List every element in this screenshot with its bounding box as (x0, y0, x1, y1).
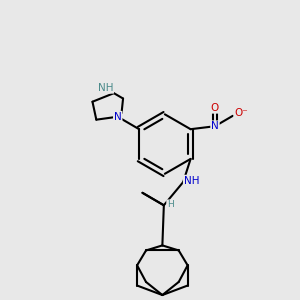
Text: H: H (167, 200, 174, 209)
Text: N: N (211, 121, 219, 131)
Text: NH: NH (184, 176, 199, 186)
Text: O⁻: O⁻ (234, 108, 248, 118)
Text: NH: NH (98, 83, 113, 93)
Text: O: O (211, 103, 219, 113)
Text: N: N (114, 112, 122, 122)
